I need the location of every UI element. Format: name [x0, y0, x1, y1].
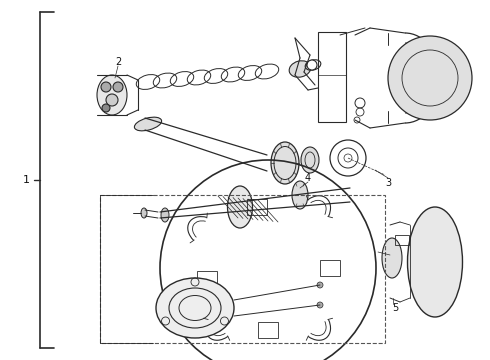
- Ellipse shape: [382, 238, 402, 278]
- Ellipse shape: [227, 186, 252, 228]
- Bar: [247, 199, 267, 215]
- Bar: [258, 322, 278, 338]
- Circle shape: [307, 60, 317, 70]
- Circle shape: [317, 282, 323, 288]
- Text: 1: 1: [23, 175, 30, 185]
- Text: 4: 4: [305, 173, 311, 183]
- Text: 3: 3: [385, 178, 391, 188]
- Ellipse shape: [134, 117, 162, 131]
- Ellipse shape: [271, 142, 299, 184]
- Ellipse shape: [97, 75, 127, 115]
- Circle shape: [388, 36, 472, 120]
- Circle shape: [113, 82, 123, 92]
- Bar: [320, 260, 340, 276]
- Circle shape: [317, 302, 323, 308]
- Bar: [100, 195, 385, 343]
- Bar: [197, 271, 217, 287]
- Ellipse shape: [156, 278, 234, 338]
- Ellipse shape: [161, 208, 169, 222]
- Text: 5: 5: [392, 303, 398, 313]
- Circle shape: [101, 82, 111, 92]
- Circle shape: [106, 94, 118, 106]
- Ellipse shape: [141, 208, 147, 218]
- Circle shape: [102, 104, 110, 112]
- Ellipse shape: [292, 181, 308, 209]
- Ellipse shape: [301, 147, 319, 173]
- Ellipse shape: [289, 61, 311, 77]
- Bar: [318, 32, 346, 122]
- Ellipse shape: [408, 207, 463, 317]
- Text: 2: 2: [115, 57, 121, 67]
- Bar: [395, 235, 409, 245]
